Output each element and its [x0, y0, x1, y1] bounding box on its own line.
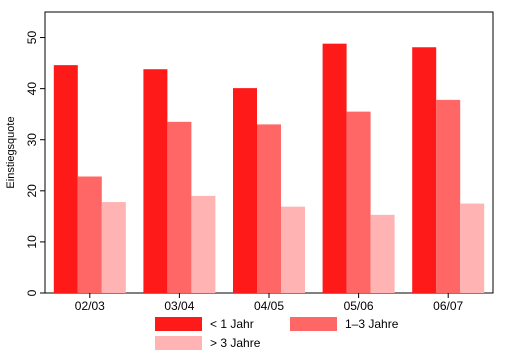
- bar: [436, 99, 461, 293]
- y-tick-label: 0: [25, 289, 39, 296]
- y-tick-label: 10: [25, 235, 39, 249]
- bar: [53, 65, 78, 293]
- legend-swatch: [290, 317, 337, 331]
- x-tick-label: 04/05: [254, 299, 284, 313]
- legend-label: 1–3 Jahre: [345, 317, 399, 331]
- y-axis-title: Einstiegsquote: [5, 116, 17, 188]
- bar: [370, 214, 395, 293]
- y-tick-label: 40: [25, 82, 39, 96]
- x-tick-label: 06/07: [433, 299, 463, 313]
- legend: < 1 Jahr 1–3 Jahre > 3 Jahre: [155, 317, 399, 350]
- y-tick-label: 50: [25, 31, 39, 45]
- x-tick-label: 03/04: [164, 299, 194, 313]
- bar: [77, 176, 102, 293]
- bar: [191, 195, 216, 293]
- y-axis: 0 10 20 30 40 50: [25, 31, 45, 296]
- y-tick-label: 20: [25, 184, 39, 198]
- bar: [233, 88, 257, 293]
- x-tick-label: 05/06: [344, 299, 374, 313]
- bars-group: [53, 43, 485, 294]
- legend-swatch: [155, 317, 202, 331]
- bar: [346, 111, 371, 293]
- bar: [412, 47, 437, 293]
- legend-swatch: [155, 336, 202, 350]
- bar: [460, 203, 485, 293]
- bar: [101, 202, 126, 293]
- legend-label: < 1 Jahr: [210, 317, 254, 331]
- bar: [257, 124, 281, 294]
- x-tick-label: 02/03: [75, 299, 105, 313]
- y-tick-label: 30: [25, 133, 39, 147]
- bar: [143, 69, 168, 293]
- bar: [281, 206, 305, 293]
- x-axis: 02/03 03/04 04/05 05/06 06/07: [75, 293, 464, 313]
- legend-label: > 3 Jahre: [210, 336, 261, 350]
- bar: [167, 121, 192, 293]
- bar: [322, 43, 347, 294]
